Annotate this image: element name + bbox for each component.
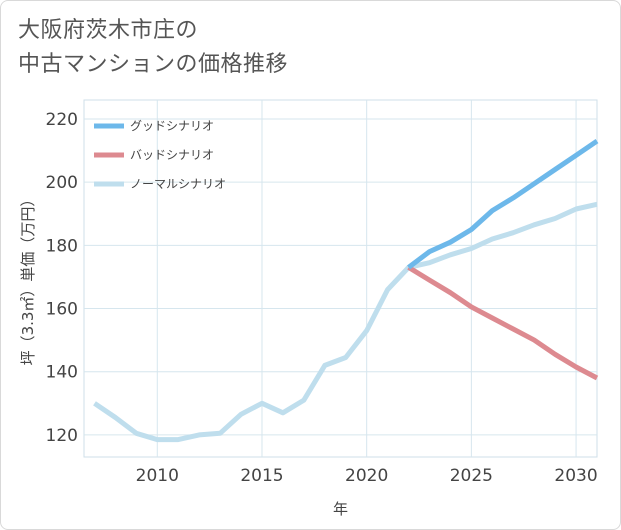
y-tick-label: 160 [46,300,78,320]
x-tick-label: 2015 [240,466,283,486]
gridlines [83,99,598,458]
y-tick-label: 220 [46,110,78,130]
title-line-2: 中古マンションの価格推移 [18,52,289,77]
series-lines [93,139,599,443]
y-tick-label: 180 [46,236,78,256]
series-line-0 [407,139,599,270]
x-tick-label: 2010 [136,466,179,486]
x-axis-label: 年 [333,500,348,518]
y-tick-label: 200 [46,173,78,193]
legend-label-1: バッドシナリオ [130,148,214,162]
y-axis-label: 坪（3.3㎡）単価（万円） [19,192,37,366]
tick-labels: 120 140 160 180 200 220 2010 2015 2020 2025 2030 [46,110,598,486]
series-line-2 [93,201,598,443]
y-tick-label: 140 [46,363,78,383]
legend-label-0: グッドシナリオ [130,119,214,133]
y-tick-label: 120 [46,426,78,446]
chart-title: 大阪府茨木市庄の 中古マンションの価格推移 [18,14,288,82]
x-tick-label: 2020 [345,466,388,486]
x-tick-label: 2025 [450,466,493,486]
x-tick-label: 2030 [554,466,597,486]
plot-area-border [83,99,598,458]
title-line-1: 大阪府茨木市庄の [18,18,199,43]
series-line-1 [407,265,599,381]
legend-label-2: ノーマルシナリオ [130,177,226,191]
